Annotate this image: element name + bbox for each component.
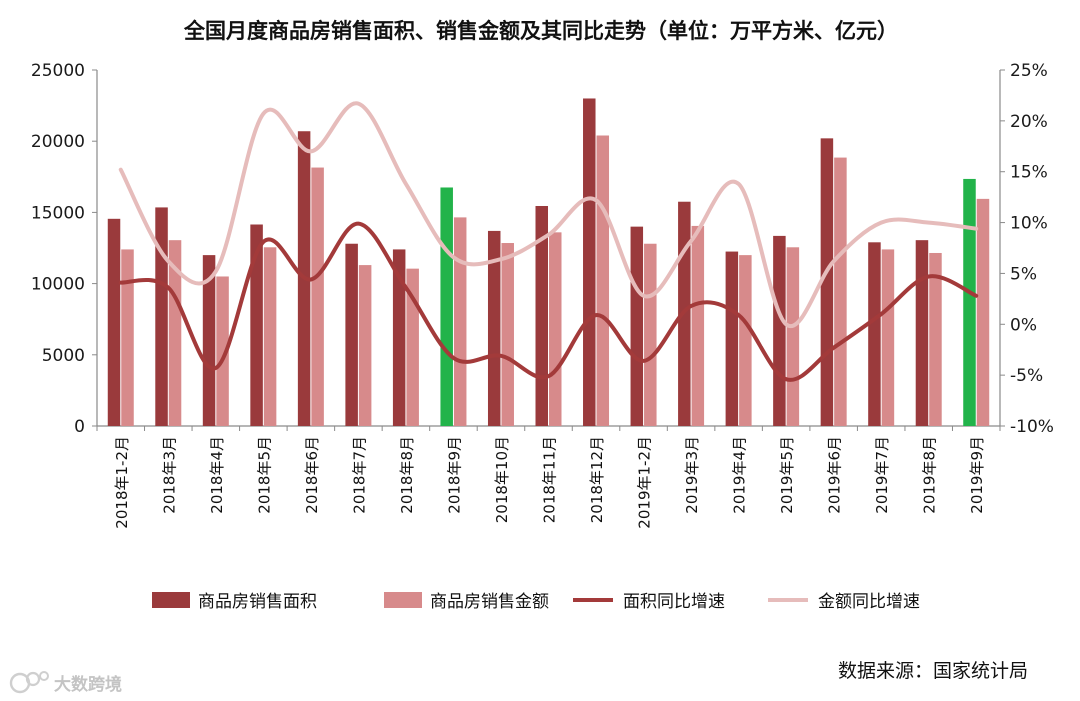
bar-amount (739, 255, 752, 426)
bar-amount (596, 135, 610, 426)
bar-amount (453, 217, 467, 426)
x-tick-label: 2018年4月 (208, 436, 226, 514)
bar-amount (786, 247, 800, 426)
bar-area (107, 218, 121, 426)
bar-amount (691, 225, 705, 426)
bar-area (155, 207, 168, 426)
right-tick-label: -10% (1010, 417, 1054, 437)
x-tick-label: 2019年5月 (778, 436, 796, 514)
bar-area (345, 243, 358, 426)
bar-amount (976, 198, 990, 426)
x-tick-label: 2018年6月 (303, 436, 321, 514)
x-tick-label: 2019年4月 (731, 436, 749, 514)
right-tick-label: -5% (1010, 366, 1043, 386)
source-note: 数据来源：国家统计局 (838, 660, 1028, 682)
left-tick-label: 15000 (31, 203, 85, 223)
axes: 0 5000 10000 15000 20000 25000 -10% -5% 0% 5% 10% 1… (31, 61, 1054, 437)
bars (107, 98, 990, 427)
x-tick-label: 2018年12月 (588, 436, 606, 523)
bar-area (250, 224, 263, 426)
right-tick-label: 20% (1010, 112, 1048, 132)
bar-amount (263, 247, 277, 426)
x-tick-label: 2019年3月 (683, 436, 701, 514)
x-axis-labels: 2018年1-2月 2018年3月 2018年4月 2018年5月 2018年6月 201… (113, 436, 986, 529)
bar-area (487, 230, 501, 426)
chart-title: 全国月度商品房销售面积、销售金额及其同比走势（单位：万平方米、亿元） (183, 19, 898, 43)
legend-label: 商品房销售面积 (198, 592, 317, 612)
legend-label: 商品房销售金额 (430, 592, 549, 612)
bar-area (440, 187, 453, 426)
watermark: 大数跨境 (9, 671, 122, 695)
lines (118, 101, 979, 382)
x-tick-label: 2018年7月 (350, 436, 368, 514)
bar-amount (358, 265, 372, 426)
x-tick-label: 2019年8月 (921, 436, 939, 514)
bar-amount (834, 157, 847, 427)
legend: 商品房销售面积 商品房销售金额 面积同比增速 金额同比增速 (152, 592, 920, 612)
right-tick-label: 0% (1010, 315, 1037, 335)
bar-area (868, 242, 881, 426)
bar-area (202, 255, 216, 426)
bar-amount (216, 276, 229, 426)
x-tick-label: 2018年1-2月 (113, 436, 131, 529)
x-tick-label: 2019年7月 (873, 436, 891, 514)
bar-amount (549, 232, 562, 426)
bar-area (583, 98, 596, 426)
legend-swatch (384, 592, 422, 608)
x-tick-label: 2018年11月 (541, 436, 559, 523)
bar-amount (311, 167, 324, 426)
right-tick-label: 10% (1010, 214, 1048, 234)
x-tick-label: 2019年6月 (826, 436, 844, 514)
bar-amount (501, 243, 514, 426)
right-tick-label: 15% (1010, 163, 1048, 183)
x-tick-label: 2018年3月 (160, 436, 178, 514)
legend-label: 金额同比增速 (818, 592, 920, 612)
bar-area (915, 240, 929, 426)
bar-area (535, 205, 548, 426)
x-tick-label: 2018年5月 (255, 436, 273, 514)
bar-area (392, 249, 406, 426)
left-tick-label: 5000 (42, 346, 85, 366)
x-tick-label: 2018年8月 (398, 436, 416, 514)
x-tick-label: 2019年9月 (968, 436, 986, 514)
watermark-text: 大数跨境 (54, 674, 122, 695)
left-tick-label: 0 (74, 417, 85, 437)
bar-area (963, 178, 976, 426)
watermark-logo-icon (9, 671, 49, 694)
bar-area (773, 235, 786, 426)
bar-amount (881, 249, 895, 426)
left-tick-label: 10000 (31, 275, 85, 295)
legend-swatch (152, 592, 190, 608)
left-tick-label: 25000 (31, 61, 85, 81)
bar-amount (406, 268, 419, 426)
x-tick-label: 2018年9月 (445, 436, 463, 514)
line-amount-yoy (118, 101, 979, 329)
bar-area (725, 251, 739, 426)
bar-amount (644, 243, 657, 426)
right-tick-label: 5% (1010, 264, 1037, 284)
bar-area (630, 226, 644, 426)
right-tick-label: 25% (1010, 61, 1048, 81)
bar-amount (929, 252, 942, 426)
legend-label: 面积同比增速 (623, 592, 725, 612)
bar-amount (121, 249, 134, 426)
x-tick-label: 2018年10月 (493, 436, 511, 523)
x-tick-label: 2019年1-2月 (636, 436, 654, 529)
left-tick-label: 20000 (31, 132, 85, 152)
bar-amount (168, 240, 182, 426)
line-area-yoy (118, 221, 979, 382)
